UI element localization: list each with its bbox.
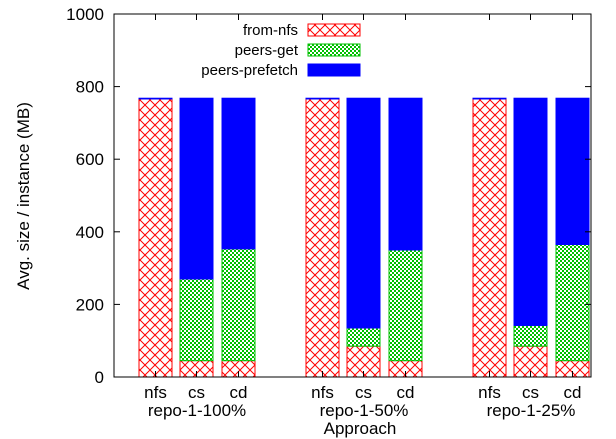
legend-swatch-peers-prefetch [307, 63, 361, 77]
x-tick-label: cs [355, 383, 372, 402]
y-axis-title: Avg. size / instance (MB) [14, 102, 33, 290]
x-tick-label: nfs [478, 383, 501, 402]
y-tick-label: 800 [76, 78, 104, 97]
legend-label-peers-prefetch: peers-prefetch [201, 62, 298, 79]
legend-label-from-nfs: from-nfs [243, 22, 298, 39]
y-tick-label: 400 [76, 223, 104, 242]
bar-segment-peers-get-repo-1-100%-cd [221, 248, 256, 362]
bar-segment-peers-prefetch-repo-1-100%-cs [179, 97, 214, 280]
plot-frame [113, 13, 592, 378]
x-tick-label: cs [188, 383, 205, 402]
bar-segment-from-nfs-repo-1-50%-nfs [305, 98, 340, 378]
bar-segment-from-nfs-repo-1-100%-nfs [138, 98, 173, 378]
x-tick-label: cd [564, 383, 582, 402]
bar-segment-peers-prefetch-repo-1-50%-cd [388, 97, 423, 251]
group-label: repo-1-25% [487, 401, 576, 420]
x-tick-label: cd [397, 383, 415, 402]
y-tick-label: 0 [95, 368, 104, 387]
bar-segment-peers-prefetch-repo-1-25%-cs [513, 97, 548, 326]
bar-segment-peers-get-repo-1-50%-cs [346, 327, 381, 347]
bar-segment-peers-prefetch-repo-1-100%-nfs [138, 97, 173, 100]
legend-label-peers-get: peers-get [235, 42, 299, 59]
x-tick-label: cd [230, 383, 248, 402]
legend: from-nfs peers-get peers-prefetch [201, 22, 361, 79]
bar-segment-peers-get-repo-1-25%-cs [513, 324, 548, 347]
y-tick-label: 600 [76, 150, 104, 169]
bar-segment-from-nfs-repo-1-25%-nfs [472, 98, 507, 378]
legend-swatch-peers-get [307, 43, 361, 57]
bar-segment-peers-get-repo-1-100%-cs [179, 278, 214, 362]
group-label: repo-1-100% [148, 401, 246, 420]
bar-segment-peers-prefetch-repo-1-25%-cd [555, 97, 590, 246]
bar-segment-peers-prefetch-repo-1-25%-nfs [472, 97, 507, 100]
bar-segment-peers-get-repo-1-50%-cd [388, 249, 423, 362]
x-tick-label: cs [522, 383, 539, 402]
x-axis-title: Approach [324, 419, 397, 438]
group-label: repo-1-50% [320, 401, 409, 420]
y-tick-label: 1000 [66, 5, 104, 24]
bar-segment-peers-prefetch-repo-1-100%-cd [221, 97, 256, 250]
y-tick-label: 200 [76, 295, 104, 314]
bar-segment-peers-prefetch-repo-1-50%-cs [346, 97, 381, 329]
x-tick-label: nfs [311, 383, 334, 402]
legend-swatch-from-nfs [307, 23, 361, 37]
bar-segment-peers-prefetch-repo-1-50%-nfs [305, 97, 340, 100]
x-tick-label: nfs [144, 383, 167, 402]
bar-segment-peers-get-repo-1-25%-cd [555, 244, 590, 362]
